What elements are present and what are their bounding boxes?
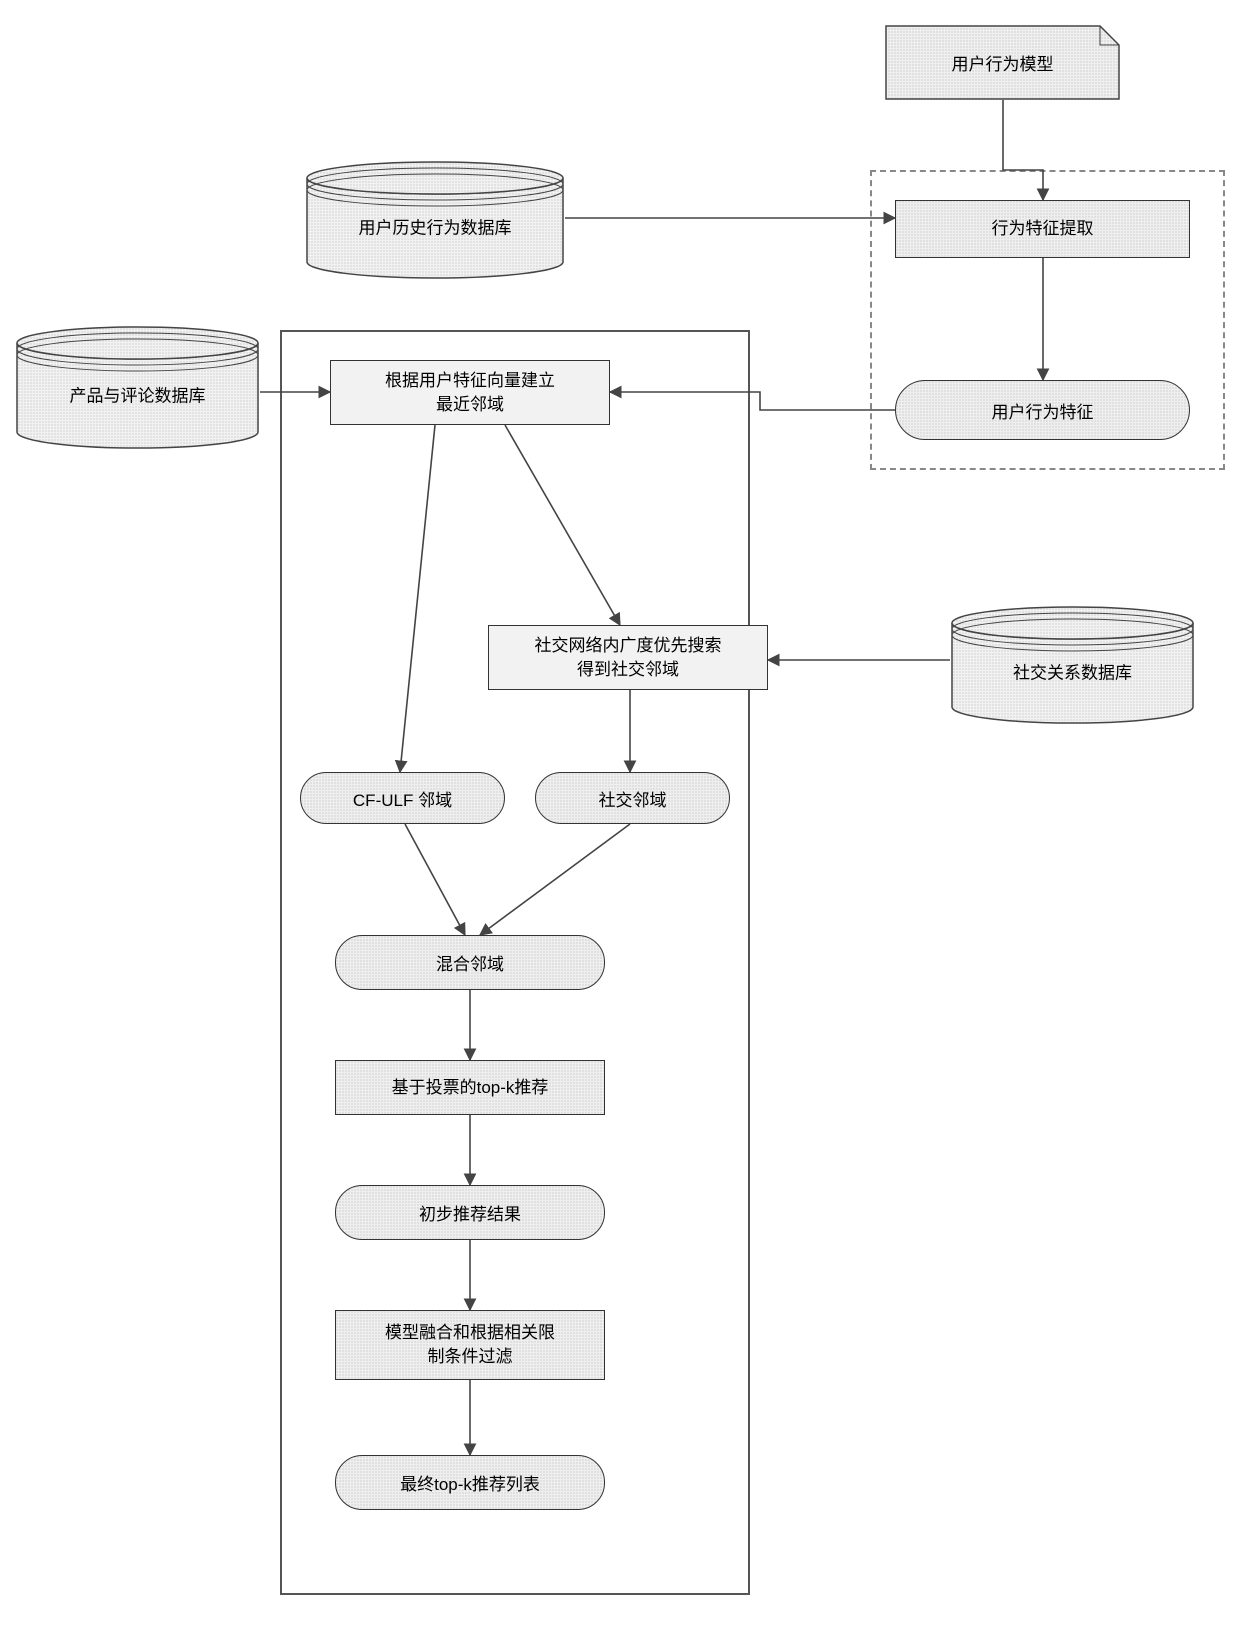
- topk-voting-proc: 基于投票的top-k推荐: [335, 1060, 605, 1115]
- bfs-social-label: 社交网络内广度优先搜索 得到社交邻域: [535, 634, 722, 682]
- final-topk-term: 最终top-k推荐列表: [335, 1455, 605, 1510]
- model-fusion-label: 模型融合和根据相关限 制条件过滤: [385, 1321, 555, 1369]
- feature-extraction-proc: 行为特征提取: [895, 200, 1190, 258]
- product-reviews-db: 产品与评论数据库: [15, 325, 260, 450]
- build-nn-label: 根据用户特征向量建立 最近邻域: [385, 369, 555, 417]
- mixed-nbr-term: 混合邻域: [335, 935, 605, 990]
- user-history-db: 用户历史行为数据库: [305, 160, 565, 280]
- topk-voting-label: 基于投票的top-k推荐: [392, 1076, 549, 1100]
- user-features-label: 用户行为特征: [992, 398, 1094, 423]
- model-fusion-proc: 模型融合和根据相关限 制条件过滤: [335, 1310, 605, 1380]
- user-behavior-model-doc: 用户行为模型: [885, 25, 1120, 100]
- user-features-term: 用户行为特征: [895, 380, 1190, 440]
- mixed-nbr-label: 混合邻域: [436, 950, 504, 975]
- prelim-result-label: 初步推荐结果: [419, 1200, 521, 1225]
- prelim-result-term: 初步推荐结果: [335, 1185, 605, 1240]
- feature-extraction-label: 行为特征提取: [992, 217, 1094, 241]
- final-topk-label: 最终top-k推荐列表: [400, 1470, 540, 1495]
- social-db: 社交关系数据库: [950, 605, 1195, 725]
- social-nbr-term: 社交邻域: [535, 772, 730, 824]
- cf-ulf-label: CF-ULF 邻域: [353, 786, 452, 811]
- user-behavior-model-label: 用户行为模型: [885, 25, 1120, 100]
- build-nn-proc: 根据用户特征向量建立 最近邻域: [330, 360, 610, 425]
- bfs-social-proc: 社交网络内广度优先搜索 得到社交邻域: [488, 625, 768, 690]
- social-nbr-label: 社交邻域: [599, 786, 667, 811]
- cf-ulf-term: CF-ULF 邻域: [300, 772, 505, 824]
